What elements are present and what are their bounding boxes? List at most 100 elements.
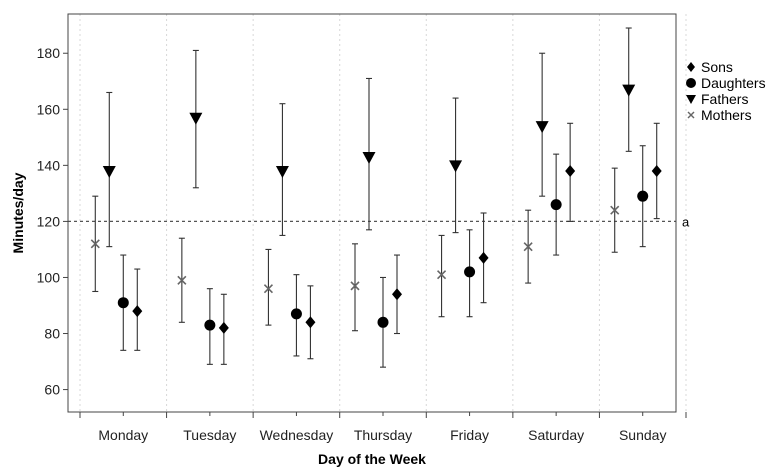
error-bar-group	[218, 293, 229, 365]
y-tick-label: 100	[37, 269, 61, 285]
reference-line-label: a	[682, 214, 690, 229]
error-bar-group	[362, 77, 376, 231]
axes: 60 80 100 120 140 160 180 Monday Tuesday Wednesda…	[37, 45, 687, 443]
data-point-diamond	[132, 305, 143, 318]
cross-stroke	[177, 275, 187, 285]
x-tick-label: Tuesday	[183, 427, 236, 443]
legend-label: Fathers	[701, 91, 748, 107]
y-tick-label: 160	[37, 101, 61, 117]
error-bar-group	[132, 268, 143, 351]
error-bar-group	[263, 248, 273, 326]
error-bar-group	[651, 122, 662, 220]
error-bar-group	[610, 167, 620, 253]
error-bar-group	[102, 91, 116, 248]
plot-border	[67, 13, 677, 413]
data-marks	[90, 27, 662, 368]
data-point-triangle	[622, 84, 636, 97]
data-point-triangle	[535, 121, 549, 134]
cross-stroke	[263, 284, 273, 294]
error-bar-group	[117, 254, 129, 351]
error-bar-group	[550, 153, 562, 256]
data-point-triangle	[449, 160, 463, 173]
data-point-circle	[464, 266, 476, 278]
cross-stroke	[350, 281, 360, 291]
error-bar-group	[392, 254, 402, 335]
data-point-circle	[290, 308, 302, 320]
error-bar-group	[275, 103, 289, 236]
legend-label: Mothers	[701, 107, 752, 123]
data-point-triangle	[275, 165, 289, 178]
data-point-cross	[263, 284, 273, 294]
grid	[79, 14, 687, 412]
legend-marker	[687, 62, 695, 72]
y-tick-label: 80	[44, 326, 60, 342]
y-tick-label: 180	[37, 45, 61, 61]
error-bar-group	[449, 97, 463, 234]
data-point-cross	[90, 239, 100, 249]
x-tick-label: Saturday	[528, 427, 584, 443]
y-tick-label: 120	[37, 213, 61, 229]
error-bar-group	[535, 52, 549, 197]
data-point-cross	[523, 242, 533, 252]
data-point-cross	[350, 281, 360, 291]
error-bar-group	[177, 237, 187, 323]
error-bar-group	[437, 234, 447, 318]
legend-item: Fathers	[686, 91, 748, 107]
error-bar-group	[637, 145, 649, 248]
plot-frame	[67, 13, 677, 413]
error-bar-group	[622, 27, 636, 152]
x-tick-label: Wednesday	[260, 427, 334, 443]
x-tick-label: Sunday	[619, 427, 666, 443]
data-point-diamond	[218, 321, 229, 334]
x-axis-title: Day of the Week	[318, 451, 426, 467]
data-point-cross	[177, 275, 187, 285]
error-bar-group	[464, 229, 476, 318]
data-point-circle	[204, 319, 216, 331]
y-tick-label: 60	[44, 382, 60, 398]
error-bar-group	[478, 212, 489, 304]
data-point-diamond	[305, 316, 316, 329]
error-bar-group	[377, 276, 389, 368]
legend-marker	[686, 78, 696, 88]
data-point-diamond	[651, 164, 662, 177]
y-tick-label: 140	[37, 157, 61, 173]
x-tick-label: Monday	[98, 427, 148, 443]
error-bar-group	[305, 285, 316, 360]
error-bar-group	[523, 209, 533, 284]
cross-stroke	[610, 205, 620, 215]
legend-item: Sons	[687, 59, 733, 75]
error-bar-group	[565, 122, 576, 222]
data-point-cross	[437, 270, 447, 280]
x-tick-label: Friday	[450, 427, 489, 443]
cross-stroke	[437, 270, 447, 280]
legend-item: Mothers	[687, 107, 752, 123]
data-point-diamond	[565, 164, 576, 177]
cross-stroke	[90, 239, 100, 249]
data-point-circle	[117, 297, 129, 309]
y-axis-title: Minutes/day	[10, 172, 26, 253]
data-point-circle	[377, 316, 389, 328]
data-point-triangle	[362, 151, 376, 164]
error-bar-group	[290, 274, 302, 357]
data-point-cross	[610, 205, 620, 215]
legend-label: Sons	[701, 59, 733, 75]
legend-label: Daughters	[701, 75, 766, 91]
reference-line-group: a	[68, 214, 690, 229]
error-bar-group	[350, 243, 360, 332]
legend-marker	[686, 95, 696, 104]
error-bar-group	[90, 195, 100, 293]
legend-marker	[687, 111, 695, 119]
cross-stroke	[523, 242, 533, 252]
error-bar-group	[204, 288, 216, 365]
data-point-circle	[550, 199, 562, 211]
data-point-circle	[637, 190, 649, 202]
data-point-diamond	[478, 251, 489, 264]
error-bar-group	[189, 49, 203, 189]
x-tick-label: Thursday	[354, 427, 412, 443]
legend-item: Daughters	[686, 75, 766, 91]
data-point-triangle	[189, 112, 203, 125]
